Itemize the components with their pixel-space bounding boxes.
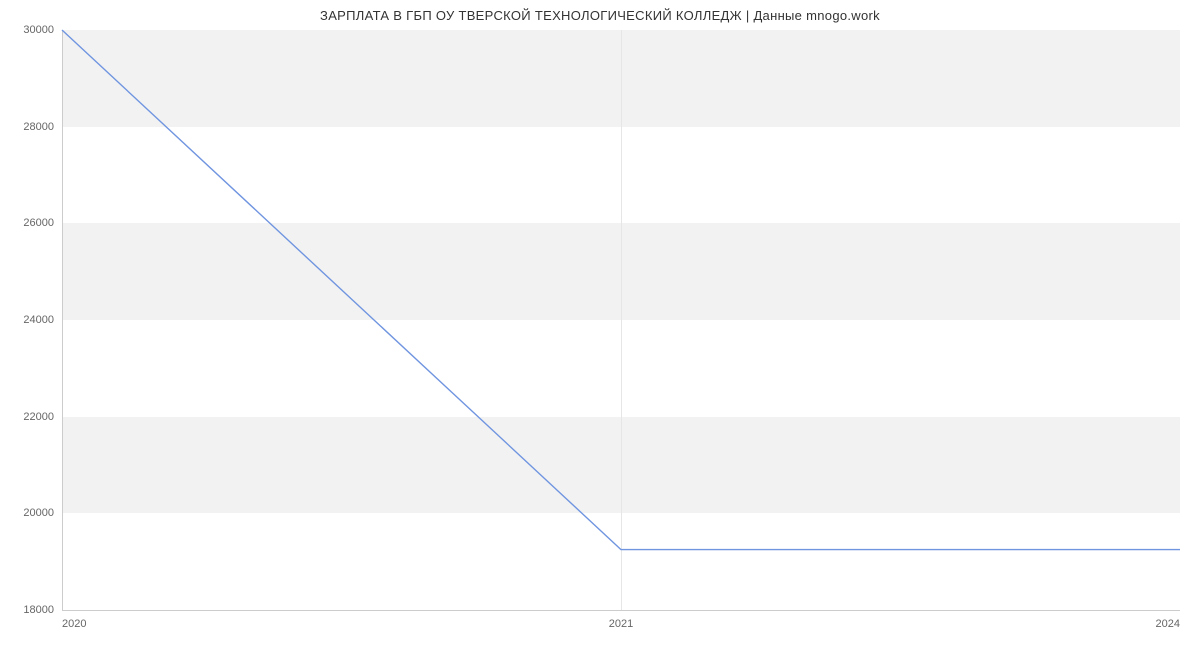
series-layer [62,30,1180,610]
y-tick-label: 28000 [23,121,54,133]
x-tick-label: 2024 [1156,618,1180,630]
x-axis-line [62,610,1180,611]
salary-line-chart: ЗАРПЛАТА В ГБП ОУ ТВЕРСКОЙ ТЕХНОЛОГИЧЕСК… [0,0,1200,650]
y-tick-label: 18000 [23,604,54,616]
x-tick-label: 2021 [609,618,633,630]
chart-title: ЗАРПЛАТА В ГБП ОУ ТВЕРСКОЙ ТЕХНОЛОГИЧЕСК… [0,8,1200,23]
y-tick-label: 22000 [23,411,54,423]
y-tick-label: 24000 [23,314,54,326]
y-tick-label: 26000 [23,217,54,229]
y-tick-label: 30000 [23,24,54,36]
y-tick-label: 20000 [23,507,54,519]
series-line-salary [62,30,1180,550]
plot-area: 1800020000220002400026000280003000020202… [62,30,1180,610]
x-tick-label: 2020 [62,618,86,630]
